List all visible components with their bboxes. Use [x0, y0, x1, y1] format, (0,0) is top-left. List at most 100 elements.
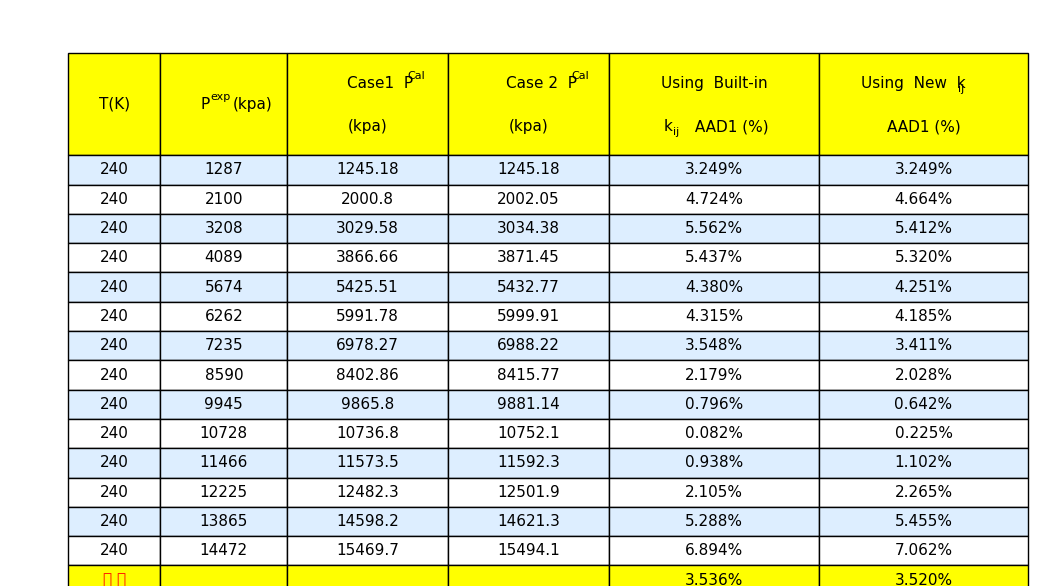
Bar — [287, 390, 448, 419]
Bar — [68, 390, 161, 419]
Text: 15469.7: 15469.7 — [336, 543, 399, 558]
Bar — [161, 390, 287, 419]
Text: 3.249%: 3.249% — [685, 162, 743, 178]
Text: 2.265%: 2.265% — [895, 485, 952, 500]
Bar — [68, 536, 161, 565]
Bar — [68, 185, 161, 214]
Text: 1245.18: 1245.18 — [336, 162, 399, 178]
Text: 5.437%: 5.437% — [685, 250, 743, 265]
Bar — [68, 53, 161, 155]
Text: 10736.8: 10736.8 — [336, 426, 399, 441]
Bar — [161, 536, 287, 565]
Bar — [161, 331, 287, 360]
Text: 3.548%: 3.548% — [685, 338, 743, 353]
Bar — [161, 53, 287, 155]
Bar — [819, 243, 1028, 272]
Text: 9881.14: 9881.14 — [498, 397, 560, 412]
Text: 240: 240 — [100, 309, 128, 324]
Bar — [448, 536, 609, 565]
Bar — [287, 243, 448, 272]
Bar — [609, 272, 819, 302]
Bar — [819, 155, 1028, 185]
Bar — [287, 302, 448, 331]
Text: 240: 240 — [100, 221, 128, 236]
Bar — [287, 478, 448, 507]
Text: 5.455%: 5.455% — [895, 514, 952, 529]
Bar — [287, 331, 448, 360]
Text: 4.724%: 4.724% — [685, 192, 743, 207]
Text: 13865: 13865 — [199, 514, 248, 529]
Bar — [448, 507, 609, 536]
Text: 4089: 4089 — [204, 250, 243, 265]
Text: 240: 240 — [100, 397, 128, 412]
Text: 4.380%: 4.380% — [685, 280, 743, 295]
Bar — [609, 478, 819, 507]
Bar — [68, 360, 161, 390]
Bar — [68, 565, 161, 586]
Text: exp: exp — [211, 92, 231, 102]
Text: 3871.45: 3871.45 — [498, 250, 560, 265]
Bar — [819, 536, 1028, 565]
Text: 2.105%: 2.105% — [685, 485, 743, 500]
Text: 14472: 14472 — [200, 543, 248, 558]
Text: 평 균: 평 균 — [102, 573, 125, 586]
Text: 14598.2: 14598.2 — [336, 514, 399, 529]
Text: (kpa): (kpa) — [509, 119, 549, 134]
Bar — [68, 331, 161, 360]
Bar — [609, 507, 819, 536]
Text: 240: 240 — [100, 338, 128, 353]
Bar — [161, 185, 287, 214]
Text: Cal: Cal — [408, 71, 426, 81]
Text: 2.179%: 2.179% — [685, 367, 743, 383]
Bar — [161, 360, 287, 390]
Text: 6262: 6262 — [204, 309, 243, 324]
Bar — [448, 53, 609, 155]
Bar — [448, 243, 609, 272]
Text: (kpa): (kpa) — [347, 119, 388, 134]
Bar — [609, 360, 819, 390]
Bar — [287, 53, 448, 155]
Text: 3034.38: 3034.38 — [498, 221, 560, 236]
Text: Cal: Cal — [572, 71, 589, 81]
Text: 7235: 7235 — [204, 338, 243, 353]
Text: 240: 240 — [100, 455, 128, 471]
Bar — [609, 53, 819, 155]
Text: Using  Built-in: Using Built-in — [660, 76, 768, 91]
Text: 2000.8: 2000.8 — [341, 192, 394, 207]
Bar — [819, 419, 1028, 448]
Text: 3.536%: 3.536% — [684, 573, 743, 586]
Text: 2002.05: 2002.05 — [498, 192, 560, 207]
Text: 4.251%: 4.251% — [895, 280, 952, 295]
Text: 11466: 11466 — [199, 455, 248, 471]
Text: 5432.77: 5432.77 — [498, 280, 560, 295]
Bar — [609, 302, 819, 331]
Bar — [287, 448, 448, 478]
Text: 5.288%: 5.288% — [685, 514, 743, 529]
Text: 5425.51: 5425.51 — [336, 280, 399, 295]
Text: 5991.78: 5991.78 — [336, 309, 399, 324]
Bar — [68, 272, 161, 302]
Text: 240: 240 — [100, 280, 128, 295]
Text: 3.520%: 3.520% — [895, 573, 952, 586]
Text: 240: 240 — [100, 250, 128, 265]
Bar — [819, 214, 1028, 243]
Text: 240: 240 — [100, 543, 128, 558]
Bar — [448, 155, 609, 185]
Bar — [287, 536, 448, 565]
Bar — [448, 302, 609, 331]
Text: 240: 240 — [100, 367, 128, 383]
Bar — [161, 272, 287, 302]
Bar — [287, 360, 448, 390]
Text: 0.938%: 0.938% — [685, 455, 743, 471]
Text: 10752.1: 10752.1 — [498, 426, 560, 441]
Bar — [819, 448, 1028, 478]
Text: 5674: 5674 — [204, 280, 243, 295]
Bar — [819, 302, 1028, 331]
Bar — [609, 243, 819, 272]
Text: 0.225%: 0.225% — [895, 426, 952, 441]
Text: Using  New  k: Using New k — [860, 76, 966, 91]
Bar — [448, 331, 609, 360]
Text: 8590: 8590 — [204, 367, 243, 383]
Text: 12501.9: 12501.9 — [498, 485, 560, 500]
Text: AAD1 (%): AAD1 (%) — [689, 119, 769, 134]
